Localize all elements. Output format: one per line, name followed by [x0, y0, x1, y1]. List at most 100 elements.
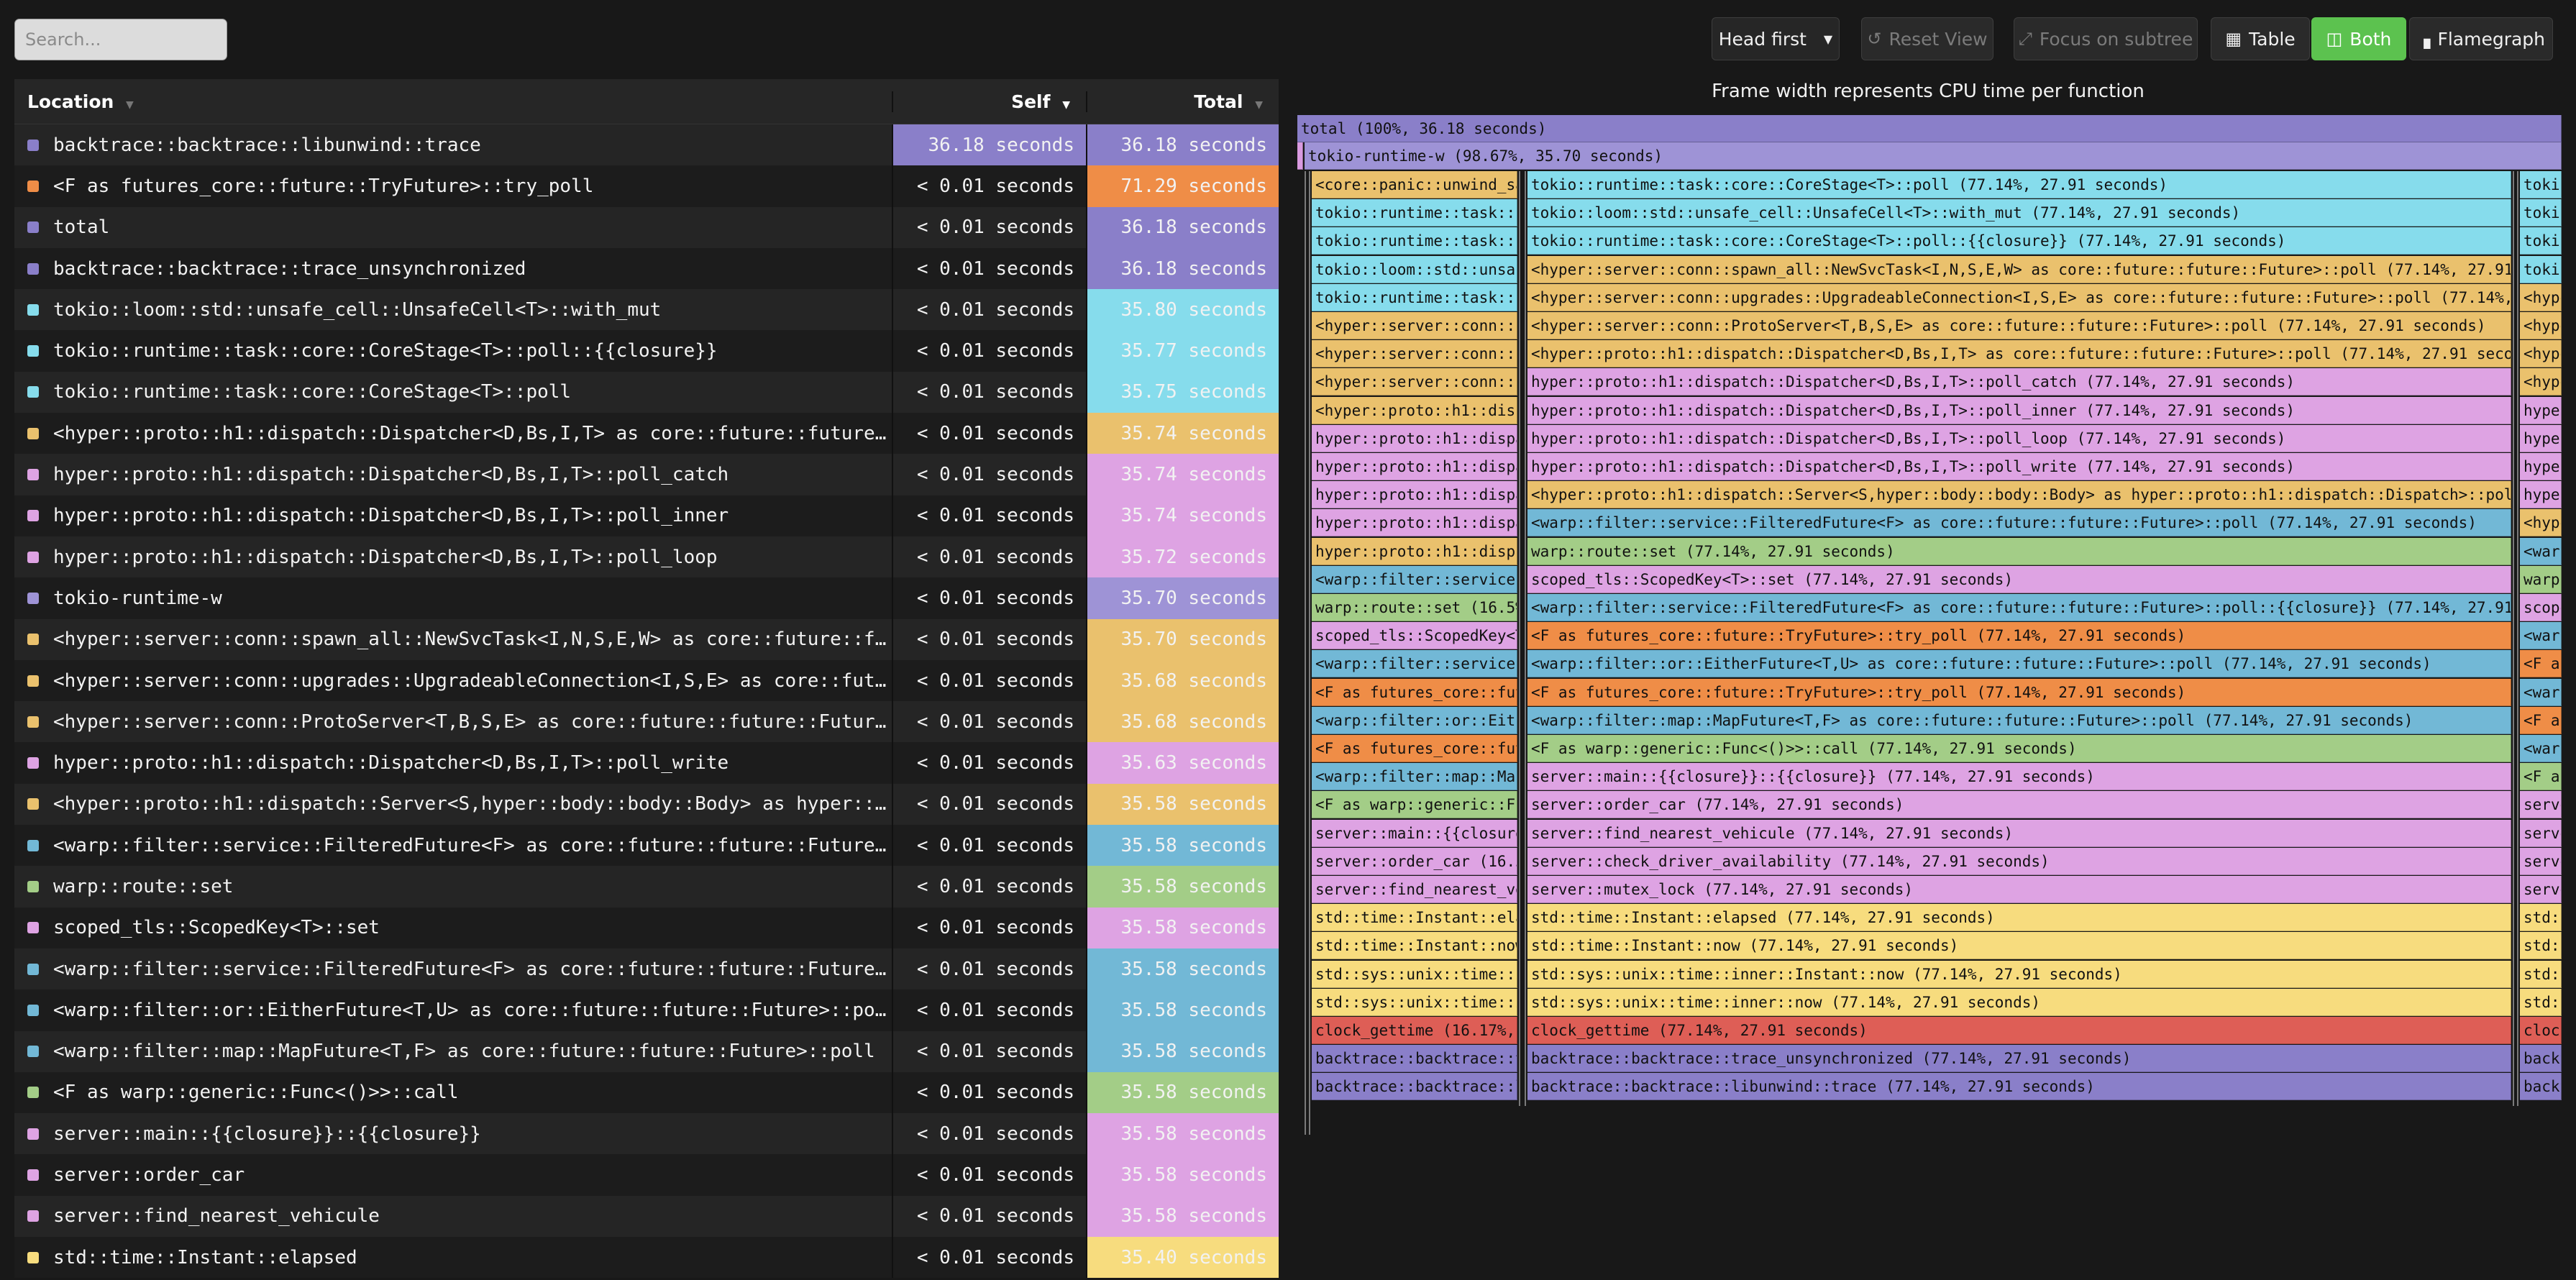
flame-frame[interactable]: std::	[2520, 988, 2562, 1016]
flame-frame[interactable]: serve	[2520, 847, 2562, 875]
flame-frame[interactable]: hyper::proto::h1::dispa	[1312, 509, 1517, 537]
flame-frame[interactable]: <warp::filter::service::FilteredFuture<F…	[1527, 594, 2511, 621]
flame-frame[interactable]: tokio::loom::std::unsafe_cell::UnsafeCel…	[1527, 199, 2511, 227]
flame-frame[interactable]: backt	[2520, 1045, 2562, 1073]
flame-frame[interactable]: std::	[2520, 932, 2562, 960]
flame-frame[interactable]: hyper::proto::h1::dispatch::Dispatcher<D…	[1527, 424, 2511, 452]
flame-frame[interactable]: <F as futures_core::fut	[1312, 735, 1517, 762]
flame-frame[interactable]: server::order_car (77.14%, 27.91 seconds…	[1527, 791, 2511, 819]
flame-frame[interactable]: <hyper::server::conn::upgrades::Upgradea…	[1527, 283, 2511, 311]
table-row[interactable]: warp::route::set < 0.01 seconds 35.58 seco…	[14, 866, 1279, 908]
flame-frame[interactable]: tokio::runtime::task::c	[1312, 283, 1517, 311]
table-row[interactable]: server::order_car < 0.01 seconds 35.58 sec…	[14, 1154, 1279, 1196]
flame-frame[interactable]: std::sys::unix::time::i	[1312, 988, 1517, 1016]
flame-frame[interactable]: tokio	[2520, 255, 2562, 283]
flame-frame[interactable]: <warp::filter::service::FilteredFuture<F…	[1527, 509, 2511, 537]
table-row[interactable]: hyper::proto::h1::dispatch::Dispatcher<D…	[14, 536, 1279, 578]
flame-frame[interactable]: server::main::{{closure	[1312, 819, 1517, 847]
flame-frame[interactable]: tokio::runtime::task::h	[1312, 199, 1517, 227]
flame-frame[interactable]: hyper	[2520, 481, 2562, 509]
flame-frame[interactable]: hyper::proto::h1::dispa	[1312, 481, 1517, 509]
table-row[interactable]: <hyper::server::conn::ProtoServer<T,B,S,…	[14, 701, 1279, 743]
flame-frame[interactable]: <hyper::proto::h1::dispatch::Server<S,hy…	[1527, 481, 2511, 509]
flame-frame[interactable]: hyper::proto::h1::dispa	[1312, 453, 1517, 480]
table-row[interactable]: server::main::{{closure}}::{{closure}} < …	[14, 1113, 1279, 1155]
flame-frame-runtime[interactable]: tokio-runtime-w (98.67%, 35.70 seconds)	[1305, 142, 2562, 170]
flame-frame[interactable]: tokio::runtime::task::core::CoreStage<T>…	[1527, 171, 2511, 198]
flame-frame[interactable]: <F as	[2520, 763, 2562, 791]
flame-frame[interactable]: hyper::proto::h1::dispatch::Dispatcher<D…	[1527, 396, 2511, 424]
view-flamegraph-button[interactable]: ▗ Flamegraph	[2409, 17, 2553, 60]
flame-frame[interactable]: backtrace::backtrace::t	[1312, 1045, 1517, 1073]
flame-frame[interactable]: backtrace::backtrace::trace_unsynchroniz…	[1527, 1045, 2511, 1073]
flame-frame[interactable]: <warp	[2520, 678, 2562, 706]
table-row[interactable]: tokio::runtime::task::core::CoreStage<T>…	[14, 330, 1279, 372]
flame-frame[interactable]: <warp::filter::or::EitherFuture<T,U> as …	[1527, 650, 2511, 678]
sort-mode-select[interactable]: Head first ▼	[1712, 17, 1840, 60]
flame-frame[interactable]: tokio::loom::std::unsaf	[1312, 255, 1517, 283]
flame-frame[interactable]: server::mutex_lock (77.14%, 27.91 second…	[1527, 876, 2511, 903]
flame-frame[interactable]: <F as futures_core::fut	[1312, 678, 1517, 706]
table-row[interactable]: tokio-runtime-w < 0.01 seconds 35.70 secon…	[14, 577, 1279, 619]
flame-frame[interactable]: clock_gettime (16.17%,	[1312, 1017, 1517, 1044]
flame-frame[interactable]: server::check_driver_availability (77.14…	[1527, 847, 2511, 875]
flame-frame[interactable]: server::find_nearest_ve	[1312, 876, 1517, 903]
flame-frame[interactable]: <warp::filter::service:	[1312, 565, 1517, 593]
flame-frame[interactable]: clock	[2520, 1017, 2562, 1044]
flame-frame[interactable]: backtrace::backtrace::libunwind::trace (…	[1527, 1073, 2511, 1101]
flame-frame-total[interactable]: total (100%, 36.18 seconds)	[1297, 115, 2562, 142]
flame-frame[interactable]: server::order_car (16.5	[1312, 847, 1517, 875]
flame-frame[interactable]: server::find_nearest_vehicule (77.14%, 2…	[1527, 819, 2511, 847]
table-row[interactable]: backtrace::backtrace::libunwind::trace 36…	[14, 124, 1279, 166]
column-header-total[interactable]: Total ▼	[1086, 91, 1279, 112]
table-row[interactable]: backtrace::backtrace::trace_unsynchroniz…	[14, 247, 1279, 290]
flame-frame[interactable]: <hype	[2520, 509, 2562, 537]
column-header-location[interactable]: Location ▼	[14, 91, 892, 112]
flame-frame[interactable]: warp::route::set (16.5%	[1312, 594, 1517, 621]
flame-frame[interactable]: hyper::proto::h1::disp	[1312, 537, 1517, 565]
flame-frame[interactable]: <hyper::server::conn::spawn_all::NewSvcT…	[1527, 255, 2511, 283]
flame-frame[interactable]: std::time::Instant::now (77.14%, 27.91 s…	[1527, 932, 2511, 960]
flame-frame[interactable]: backt	[2520, 1073, 2562, 1101]
flame-frame[interactable]: std::	[2520, 960, 2562, 988]
table-row[interactable]: hyper::proto::h1::dispatch::Dispatcher<D…	[14, 742, 1279, 784]
flame-frame[interactable]: <hype	[2520, 368, 2562, 396]
table-row[interactable]: <hyper::proto::h1::dispatch::Dispatcher<…	[14, 413, 1279, 454]
flame-frame[interactable]: <warp::filter::or::Eith	[1312, 706, 1517, 734]
flame-frame[interactable]: hyper	[2520, 424, 2562, 452]
flame-frame[interactable]: <F as warp::generic::Func<()>>::call (77…	[1527, 735, 2511, 762]
table-row[interactable]: <warp::filter::service::FilteredFuture<F…	[14, 948, 1279, 990]
flame-frame[interactable]: std::time::Instant::ela	[1312, 904, 1517, 932]
reset-view-button[interactable]: ↺ Reset View	[1861, 17, 1993, 60]
flame-frame[interactable]: tokio	[2520, 199, 2562, 227]
flame-frame[interactable]: <hyper::server::conn::ProtoServer<T,B,S,…	[1527, 312, 2511, 339]
flame-frame[interactable]: backtrace::backtrace::l	[1312, 1073, 1517, 1101]
flame-frame[interactable]: tokio	[2520, 227, 2562, 255]
table-row[interactable]: <hyper::server::conn::spawn_all::NewSvcT…	[14, 618, 1279, 660]
flame-frame[interactable]: tokio::runtime::task::core::CoreStage<T>…	[1527, 227, 2511, 255]
flame-frame[interactable]: <hype	[2520, 283, 2562, 311]
flame-frame[interactable]: warp:	[2520, 565, 2562, 593]
flame-frame[interactable]: <warp	[2520, 735, 2562, 762]
flame-frame[interactable]: <warp::filter::map::Map	[1312, 763, 1517, 791]
flame-frame[interactable]: <hyper::proto::h1::disp	[1312, 396, 1517, 424]
column-header-self[interactable]: Self ▼	[892, 91, 1086, 112]
flame-frame[interactable]: <warp	[2520, 537, 2562, 565]
flame-frame[interactable]: server::main::{{closure}}::{{closure}} (…	[1527, 763, 2511, 791]
table-row[interactable]: scoped_tls::ScopedKey<T>::set < 0.01 seco…	[14, 907, 1279, 948]
table-row[interactable]: <warp::filter::or::EitherFuture<T,U> as …	[14, 989, 1279, 1031]
flame-frame-runtime-tick[interactable]	[1297, 142, 1303, 170]
table-row[interactable]: std::time::Instant::elapsed < 0.01 second…	[14, 1237, 1279, 1279]
flame-frame[interactable]: warp::route::set (77.14%, 27.91 seconds)	[1527, 537, 2511, 565]
table-row[interactable]: total < 0.01 seconds 36.18 seconds	[14, 206, 1279, 248]
flame-frame[interactable]: scope	[2520, 594, 2562, 621]
flame-frame[interactable]: <hype	[2520, 312, 2562, 339]
flame-frame[interactable]: serve	[2520, 819, 2562, 847]
flame-frame[interactable]: tokio::runtime::task::c	[1312, 227, 1517, 255]
table-row[interactable]: server::find_nearest_vehicule < 0.01 seco…	[14, 1195, 1279, 1238]
flame-frame[interactable]: std::time::Instant::elapsed (77.14%, 27.…	[1527, 904, 2511, 932]
table-row[interactable]: <F as futures_core::future::TryFuture>::…	[14, 165, 1279, 207]
flame-frame[interactable]: <hype	[2520, 340, 2562, 368]
flame-frame[interactable]: hyper	[2520, 396, 2562, 424]
table-row[interactable]: tokio::loom::std::unsafe_cell::UnsafeCel…	[14, 289, 1279, 331]
